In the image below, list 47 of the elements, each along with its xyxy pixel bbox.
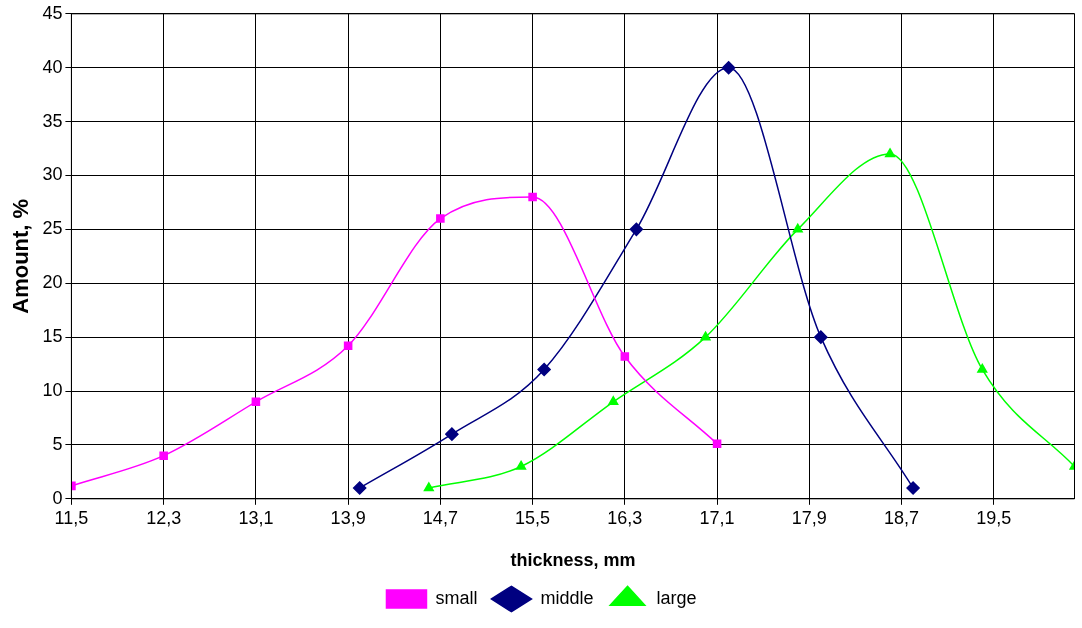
y-tick-label: 15 bbox=[42, 326, 63, 347]
x-tick-label: 19,5 bbox=[976, 507, 1012, 528]
x-tick-label: 11,5 bbox=[54, 507, 89, 528]
x-tick-label: 15,5 bbox=[515, 507, 551, 528]
y-tick-label: 30 bbox=[42, 164, 63, 185]
y-tick-label: 45 bbox=[42, 2, 63, 23]
point bbox=[528, 192, 537, 202]
x-tick-label: 17,1 bbox=[699, 507, 735, 528]
y-tick-label: 35 bbox=[42, 110, 63, 131]
legend-label: middle bbox=[540, 587, 594, 608]
point bbox=[608, 396, 619, 406]
point bbox=[445, 427, 459, 441]
y-tick-label: 25 bbox=[42, 218, 63, 239]
y-tick-label: 20 bbox=[42, 272, 63, 293]
point bbox=[814, 330, 828, 344]
x-tick-label: 18,7 bbox=[884, 507, 920, 528]
x-tick-label: 14,7 bbox=[422, 507, 458, 528]
point bbox=[537, 362, 551, 377]
x-tick-label: 12,3 bbox=[146, 507, 182, 528]
point bbox=[906, 481, 920, 495]
point bbox=[884, 148, 896, 158]
point bbox=[352, 481, 367, 495]
point bbox=[423, 482, 434, 492]
point bbox=[629, 222, 644, 237]
point bbox=[251, 397, 261, 407]
x-tick-label: 16,3 bbox=[607, 507, 643, 528]
x-tick-label: 13,1 bbox=[238, 507, 274, 528]
y-tick-label: 5 bbox=[52, 433, 63, 454]
point bbox=[620, 352, 630, 361]
x-tick-label: 13,9 bbox=[330, 507, 366, 528]
legend-label: small bbox=[435, 587, 478, 608]
point bbox=[700, 331, 711, 341]
y-tick-label: 10 bbox=[42, 379, 63, 400]
point bbox=[792, 223, 803, 233]
point bbox=[977, 363, 988, 373]
point bbox=[721, 60, 736, 75]
y-tick-label: 40 bbox=[42, 56, 63, 77]
y-tick-label: 0 bbox=[52, 487, 63, 508]
point bbox=[159, 451, 168, 460]
point bbox=[516, 460, 527, 470]
x-axis-title: thickness, mm bbox=[510, 550, 636, 571]
legend-label: large bbox=[656, 587, 697, 608]
point bbox=[436, 214, 445, 223]
point bbox=[712, 439, 722, 449]
x-tick-label: 17,9 bbox=[791, 507, 827, 528]
y-axis-title: Amount, % bbox=[8, 198, 34, 314]
point bbox=[343, 341, 353, 351]
